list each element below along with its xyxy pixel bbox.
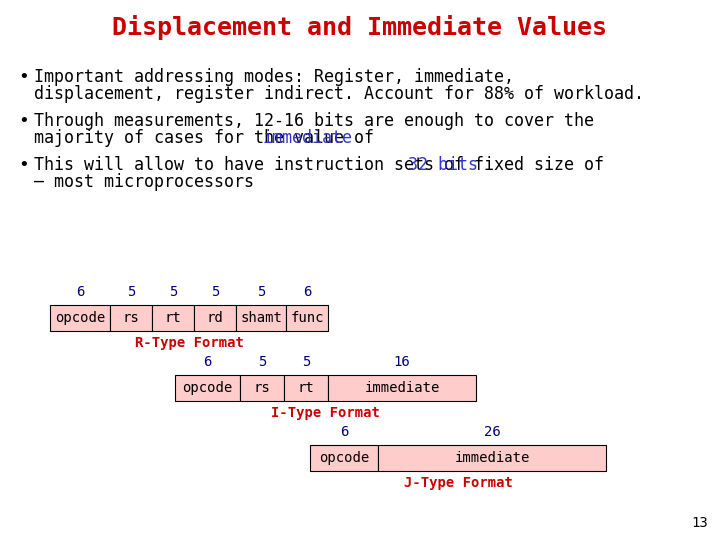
Text: – most microprocessors: – most microprocessors xyxy=(34,173,254,191)
Bar xyxy=(152,305,194,331)
Text: 5: 5 xyxy=(211,285,219,299)
Bar xyxy=(310,445,378,471)
Text: 5: 5 xyxy=(168,285,177,299)
Text: Through measurements, 12-16 bits are enough to cover the: Through measurements, 12-16 bits are eno… xyxy=(34,112,594,130)
Text: immediate: immediate xyxy=(364,381,440,395)
Text: J-Type Format: J-Type Format xyxy=(404,476,513,490)
Text: 5: 5 xyxy=(302,355,310,369)
Text: rt: rt xyxy=(297,381,315,395)
Text: rs: rs xyxy=(122,311,140,325)
Text: 6: 6 xyxy=(340,425,348,439)
Bar xyxy=(378,445,606,471)
Text: 5: 5 xyxy=(258,355,266,369)
Text: displacement, register indirect. Account for 88% of workload.: displacement, register indirect. Account… xyxy=(34,85,644,103)
Text: func: func xyxy=(290,311,324,325)
Text: This will allow to have instruction sets of fixed size of: This will allow to have instruction sets… xyxy=(34,156,614,174)
Text: immediate: immediate xyxy=(262,129,352,147)
Text: 5: 5 xyxy=(127,285,135,299)
Text: rt: rt xyxy=(165,311,181,325)
Text: opcode: opcode xyxy=(319,451,369,465)
Text: •: • xyxy=(18,112,29,130)
Bar xyxy=(236,305,286,331)
Text: 13: 13 xyxy=(691,516,708,530)
Bar xyxy=(240,375,284,401)
Text: •: • xyxy=(18,156,29,174)
Text: 26: 26 xyxy=(484,425,500,439)
Text: 32 bits: 32 bits xyxy=(408,156,478,174)
Text: 6: 6 xyxy=(76,285,84,299)
Text: •: • xyxy=(18,68,29,86)
Text: rd: rd xyxy=(207,311,223,325)
Bar xyxy=(328,375,476,401)
Text: Important addressing modes: Register, immediate,: Important addressing modes: Register, im… xyxy=(34,68,514,86)
Bar xyxy=(286,305,328,331)
Bar xyxy=(50,305,110,331)
Bar xyxy=(175,375,240,401)
Text: I-Type Format: I-Type Format xyxy=(271,406,380,420)
Bar xyxy=(110,305,152,331)
Text: shamt: shamt xyxy=(240,311,282,325)
Text: 5: 5 xyxy=(257,285,265,299)
Text: 16: 16 xyxy=(394,355,410,369)
Text: R-Type Format: R-Type Format xyxy=(135,336,243,350)
Text: Displacement and Immediate Values: Displacement and Immediate Values xyxy=(112,16,608,40)
Text: rs: rs xyxy=(253,381,271,395)
Text: majority of cases for the value of: majority of cases for the value of xyxy=(34,129,384,147)
Text: immediate: immediate xyxy=(454,451,530,465)
Text: opcode: opcode xyxy=(182,381,233,395)
Text: 6: 6 xyxy=(203,355,212,369)
Bar xyxy=(284,375,328,401)
Text: opcode: opcode xyxy=(55,311,105,325)
Text: 6: 6 xyxy=(303,285,311,299)
Bar xyxy=(194,305,236,331)
